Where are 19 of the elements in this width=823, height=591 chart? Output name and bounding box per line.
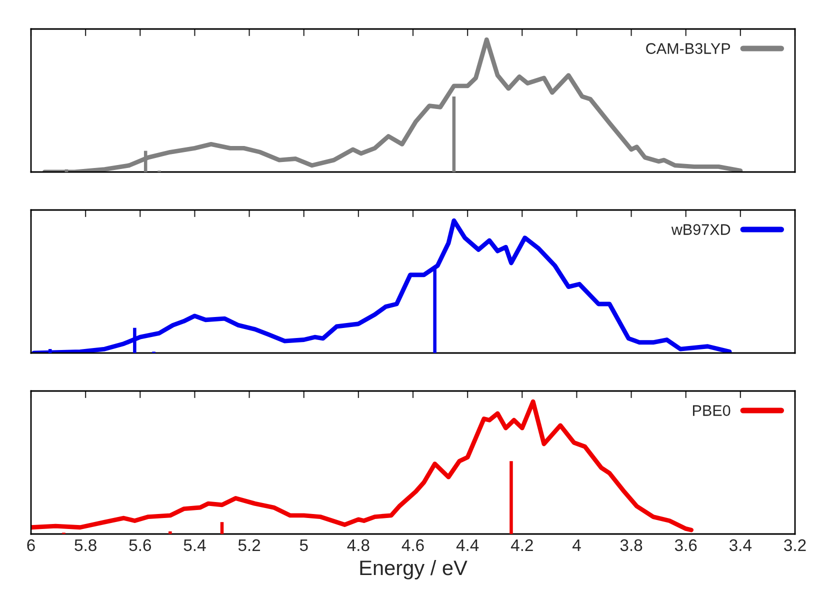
x-tick-label: 3.6 — [674, 539, 697, 552]
x-tick-label: 4 — [572, 539, 581, 551]
legend-label: PBE0 — [693, 405, 730, 416]
legend-label: CAM-B3LYP — [646, 43, 730, 54]
x-tick-label: 4.8 — [347, 539, 370, 552]
x-tick-label: 6 — [27, 539, 35, 552]
x-tick-label: 4.2 — [510, 539, 533, 551]
x-tick-label: 3.8 — [620, 539, 642, 552]
x-tick-label: 5.6 — [129, 539, 151, 552]
x-axis-title: Energy / eV — [360, 560, 468, 580]
x-tick-label: 5.8 — [74, 539, 96, 552]
x-tick-label: 3.2 — [784, 539, 806, 552]
x-tick-label: 5.4 — [184, 539, 206, 552]
x-tick-label: 4.6 — [402, 539, 424, 552]
x-tick-label: 4.4 — [456, 539, 479, 551]
x-tick-label: 5.2 — [238, 539, 260, 552]
x-tick-label: 5 — [300, 539, 308, 552]
x-tick-label: 3.4 — [729, 539, 752, 552]
legend-label: wB97XD — [671, 224, 730, 235]
